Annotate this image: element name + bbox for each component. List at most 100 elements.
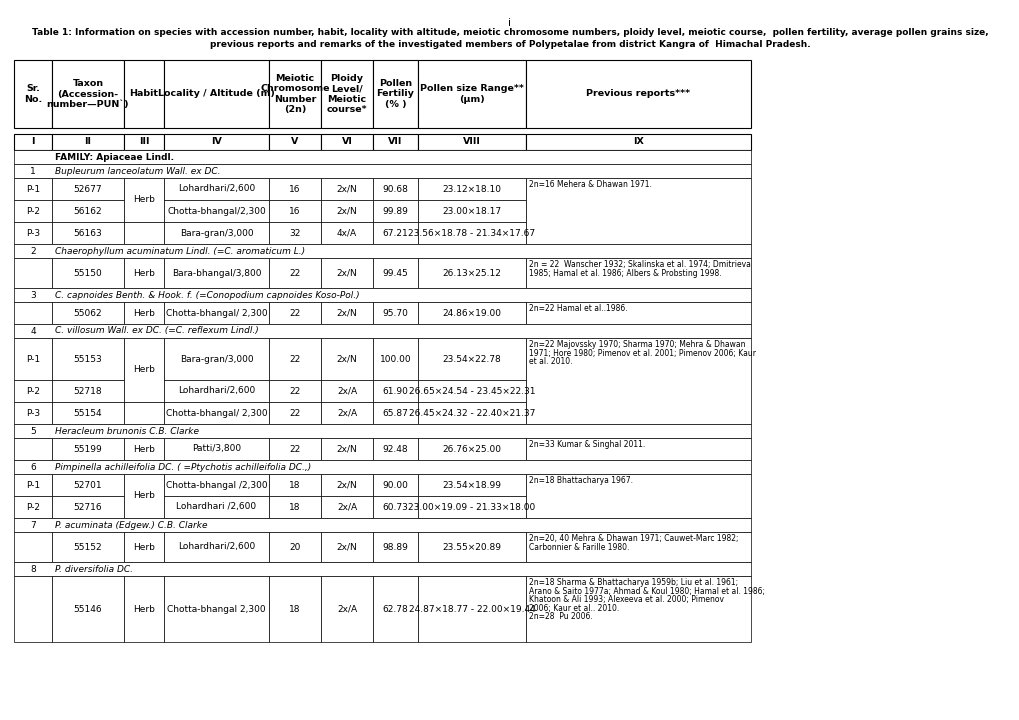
Text: Herb: Herb [132, 492, 155, 500]
Bar [124, 438, 164, 460]
Text: Pollen
Fertiliy
(% ): Pollen Fertiliy (% ) [376, 79, 414, 109]
Text: Herb: Herb [132, 444, 155, 454]
Text: III: III [139, 138, 149, 146]
Text: 61.90: 61.90 [382, 387, 408, 395]
Text: Habit: Habit [129, 89, 158, 99]
Text: 1: 1 [31, 166, 36, 176]
Text: 2x/N: 2x/N [336, 269, 357, 277]
Bar [418, 438, 526, 460]
Bar [526, 576, 750, 642]
Bar [526, 60, 750, 128]
Bar [418, 200, 526, 222]
Text: 23.00×19.09 - 21.33×18.00: 23.00×19.09 - 21.33×18.00 [408, 503, 535, 511]
Text: 55153: 55153 [73, 354, 102, 364]
Bar [164, 532, 269, 562]
Bar [321, 380, 373, 402]
Bar [124, 474, 164, 518]
Bar [269, 60, 321, 128]
Text: 62.78: 62.78 [382, 605, 408, 613]
Text: Herb: Herb [132, 366, 155, 374]
Bar [124, 60, 164, 128]
Bar [526, 338, 750, 424]
Bar [14, 222, 52, 244]
Text: Chotta-bhangal /2,300: Chotta-bhangal /2,300 [165, 480, 267, 490]
Text: P-1: P-1 [25, 354, 40, 364]
Text: 55152: 55152 [73, 542, 102, 552]
Bar [14, 258, 52, 288]
Text: Arano & Saito 1977a; Ahmad & Koul 1980; Hamal et al. 1986;: Arano & Saito 1977a; Ahmad & Koul 1980; … [529, 587, 764, 596]
Text: 4x/A: 4x/A [336, 228, 357, 238]
Bar [124, 532, 164, 562]
Bar [269, 200, 321, 222]
Text: 2: 2 [31, 246, 36, 256]
Text: 22: 22 [289, 354, 301, 364]
Text: 2x/N: 2x/N [336, 184, 357, 194]
Text: Herb: Herb [132, 308, 155, 318]
Text: 2n=18 Bhattacharya 1967.: 2n=18 Bhattacharya 1967. [529, 477, 633, 485]
Bar [526, 474, 750, 518]
Bar [321, 576, 373, 642]
Bar [526, 532, 750, 562]
Bar [52, 200, 124, 222]
Text: 22: 22 [289, 308, 301, 318]
Text: 23.56×18.78 - 21.34×17.67: 23.56×18.78 - 21.34×17.67 [408, 228, 535, 238]
Text: 1971; Hore 1980; Pimenov et al. 2001; Pimenov 2006; Kaur: 1971; Hore 1980; Pimenov et al. 2001; Pi… [529, 349, 755, 358]
Bar [321, 178, 373, 200]
Bar [418, 134, 526, 150]
Bar [124, 302, 164, 324]
Bar [373, 134, 418, 150]
Bar [52, 576, 124, 642]
Bar [14, 576, 52, 642]
Text: IX: IX [633, 138, 643, 146]
Text: 90.00: 90.00 [382, 480, 408, 490]
Text: 2x/N: 2x/N [336, 354, 357, 364]
Text: 2x/A: 2x/A [336, 503, 357, 511]
Bar [14, 150, 750, 164]
Bar [164, 380, 269, 402]
Bar [14, 532, 52, 562]
Bar [418, 302, 526, 324]
Text: FAMILY: Apiaceae Lindl.: FAMILY: Apiaceae Lindl. [55, 153, 174, 161]
Bar [164, 258, 269, 288]
Text: Previous reports***: Previous reports*** [586, 89, 690, 99]
Bar [321, 200, 373, 222]
Bar [269, 258, 321, 288]
Text: Table 1: Information on species with accession number, habit, locality with alti: Table 1: Information on species with acc… [32, 28, 987, 37]
Text: P. acuminata (Edgew.) C.B. Clarke: P. acuminata (Edgew.) C.B. Clarke [55, 521, 207, 529]
Text: Khatoon & Ali 1993; Alexeeva et al. 2000; Pimenov: Khatoon & Ali 1993; Alexeeva et al. 2000… [529, 595, 723, 604]
Text: 99.45: 99.45 [382, 269, 408, 277]
Bar [124, 134, 164, 150]
Bar [321, 338, 373, 380]
Text: 16: 16 [289, 207, 301, 215]
Text: 24.87×18.77 - 22.00×19.44: 24.87×18.77 - 22.00×19.44 [409, 605, 535, 613]
Bar [269, 302, 321, 324]
Bar [269, 222, 321, 244]
Bar [164, 496, 269, 518]
Text: Meiotic
Chromosome
Number
(2n): Meiotic Chromosome Number (2n) [260, 74, 329, 114]
Text: P-3: P-3 [25, 228, 40, 238]
Bar [373, 222, 418, 244]
Text: 2n=16 Mehera & Dhawan 1971.: 2n=16 Mehera & Dhawan 1971. [529, 180, 651, 189]
Bar [124, 178, 164, 222]
Bar [124, 576, 164, 642]
Bar [52, 222, 124, 244]
Text: 2n=28  Pu 2006.: 2n=28 Pu 2006. [529, 613, 592, 621]
Text: 55199: 55199 [73, 444, 102, 454]
Text: Pimpinella achilleifolia DC. ( =Ptychotis achilleifolia DC.,): Pimpinella achilleifolia DC. ( =Ptychoti… [55, 462, 311, 472]
Bar [14, 324, 750, 338]
Text: 2x/N: 2x/N [336, 542, 357, 552]
Bar [269, 532, 321, 562]
Text: 56162: 56162 [73, 207, 102, 215]
Text: Bara-gran/3,000: Bara-gran/3,000 [179, 228, 253, 238]
Text: 100.00: 100.00 [379, 354, 411, 364]
Bar [526, 178, 750, 244]
Bar [52, 496, 124, 518]
Text: Carbonnier & Farille 1980.: Carbonnier & Farille 1980. [529, 543, 629, 552]
Bar [14, 380, 52, 402]
Bar [373, 60, 418, 128]
Bar [373, 496, 418, 518]
Text: 99.89: 99.89 [382, 207, 408, 215]
Text: Lohardhari /2,600: Lohardhari /2,600 [176, 503, 257, 511]
Text: previous reports and remarks of the investigated members of Polypetalae from dis: previous reports and remarks of the inve… [210, 40, 809, 49]
Bar [418, 576, 526, 642]
